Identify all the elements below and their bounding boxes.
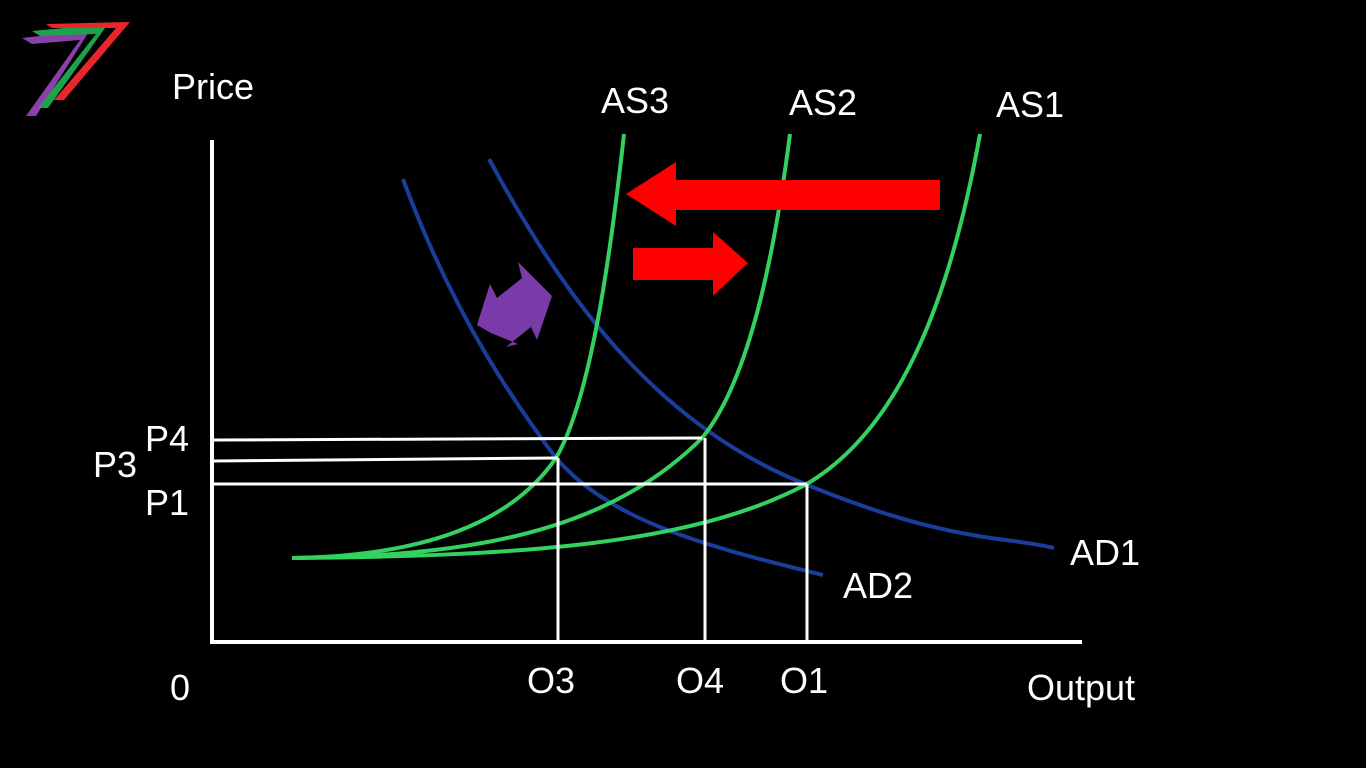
ad-shift-double-arrow [477,262,552,347]
as2-label: AS2 [789,82,857,123]
origin-label: 0 [170,667,190,708]
ad1-curve [487,158,1055,550]
as2-curve [291,133,792,560]
price-guides [212,436,807,486]
seven-stripes-logo-icon [22,22,130,116]
p3-guide-line [212,456,559,463]
o4-label: O4 [676,660,724,701]
p4-guide-line [212,436,703,442]
x-axis-label: Output [1027,667,1135,708]
output-guides [556,438,809,642]
as3-curve [291,133,626,560]
as-shift-left-arrow [626,162,940,226]
y-axis-label: Price [172,66,254,107]
ad2-label: AD2 [843,565,913,606]
ad1-label: AD1 [1070,532,1140,573]
p1-label: P1 [145,482,189,523]
as3-label: AS3 [601,80,669,121]
as1-label: AS1 [996,84,1064,125]
p4-label: P4 [145,418,189,459]
o1-label: O1 [780,660,828,701]
as-shift-right-arrow [633,232,748,296]
p3-label: P3 [93,444,137,485]
o3-label: O3 [527,660,575,701]
